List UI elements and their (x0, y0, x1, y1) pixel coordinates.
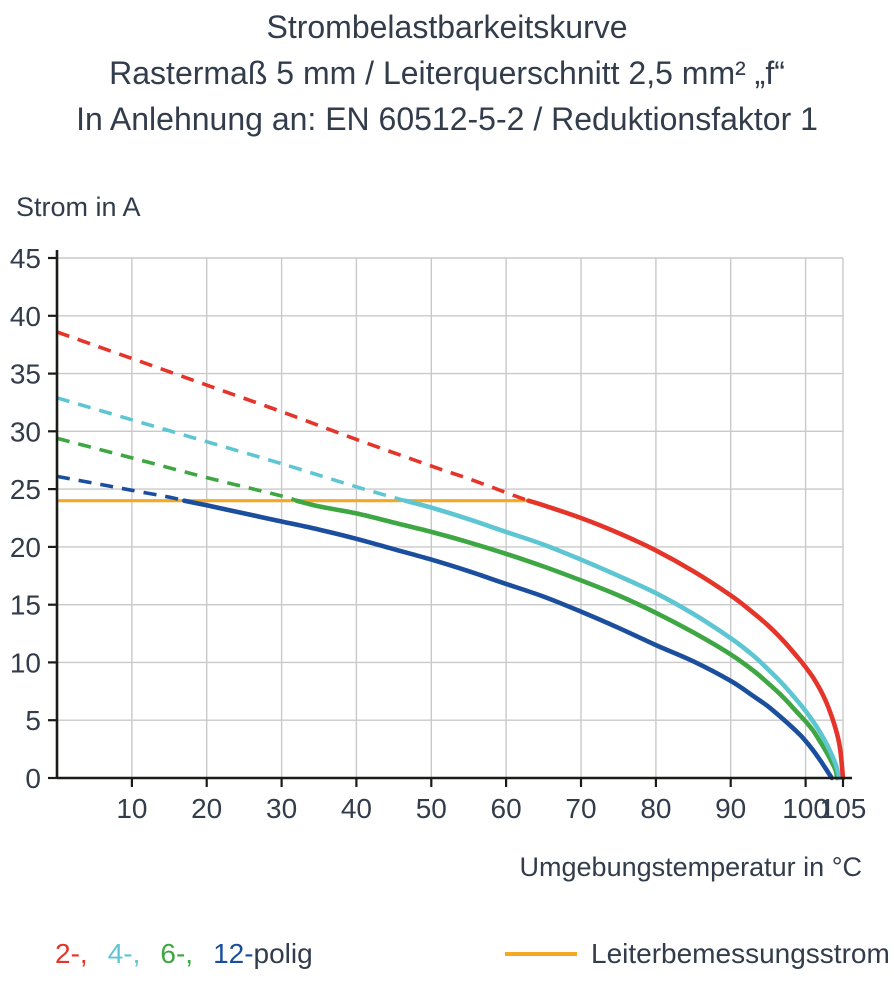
rated-current-line-swatch (505, 952, 577, 956)
chart-title-line3: In Anlehnung an: EN 60512-5-2 / Reduktio… (76, 101, 818, 137)
chart-title-line1: Strombelastbarkeitskurve (266, 9, 628, 45)
curve-solid-12-polig (182, 498, 835, 781)
y-tick-label: 25 (10, 474, 41, 505)
curve-dashed-2-polig (56, 330, 530, 503)
y-tick-label: 10 (10, 647, 41, 678)
curve-solid-2-polig (526, 498, 846, 781)
x-tick-label: 70 (565, 793, 596, 824)
x-tick-label: 20 (191, 793, 222, 824)
derating-curves (56, 330, 846, 781)
x-tick-label: 60 (491, 793, 522, 824)
rated-current-legend: Leiterbemessungsstrom (505, 938, 890, 970)
x-tick-label: 100 (782, 793, 829, 824)
poles-legend: 2-, 4-, 6-, 12-polig (55, 938, 313, 970)
x-tick-label: 90 (715, 793, 746, 824)
y-tick-label: 5 (25, 705, 41, 736)
curve-dashed-6-polig (56, 436, 298, 503)
axes (48, 250, 852, 787)
y-tick-label: 0 (25, 763, 41, 794)
x-tick-label: 10 (116, 793, 147, 824)
pole-legend-suffix: polig (253, 938, 313, 969)
x-tick-label: 40 (341, 793, 372, 824)
y-tick-label: 30 (10, 416, 41, 447)
y-tick-label: 15 (10, 590, 41, 621)
curve-solid-6-polig (294, 498, 840, 781)
x-tick-label: 105 (820, 793, 867, 824)
rated-current-label: Leiterbemessungsstrom (591, 938, 890, 969)
pole-legend-item: 6-, (160, 938, 194, 969)
y-tick-label: 40 (10, 301, 41, 332)
x-tick-label: 30 (266, 793, 297, 824)
x-axis-title: Umgebungstemperatur in °C (519, 852, 862, 882)
y-tick-label: 45 (10, 243, 41, 274)
curve-dashed-12-polig (56, 474, 185, 503)
chart-title-block: Strombelastbarkeitskurve Rastermaß 5 mm … (0, 4, 894, 142)
pole-legend-item: 12- (213, 938, 254, 969)
chart-title-line2: Rastermaß 5 mm / Leiterquerschnitt 2,5 m… (109, 55, 785, 91)
x-tick-label: 80 (640, 793, 671, 824)
pole-legend-item: 4-, (107, 938, 141, 969)
pole-legend-item: 2-, (55, 938, 88, 969)
curve-dashed-4-polig (56, 396, 406, 503)
y-axis-title: Strom in A (16, 192, 141, 222)
curve-solid-4-polig (402, 498, 842, 781)
x-tick-label: 50 (416, 793, 447, 824)
grid-lines (57, 257, 844, 778)
y-tick-label: 35 (10, 359, 41, 390)
y-tick-label: 20 (10, 532, 41, 563)
